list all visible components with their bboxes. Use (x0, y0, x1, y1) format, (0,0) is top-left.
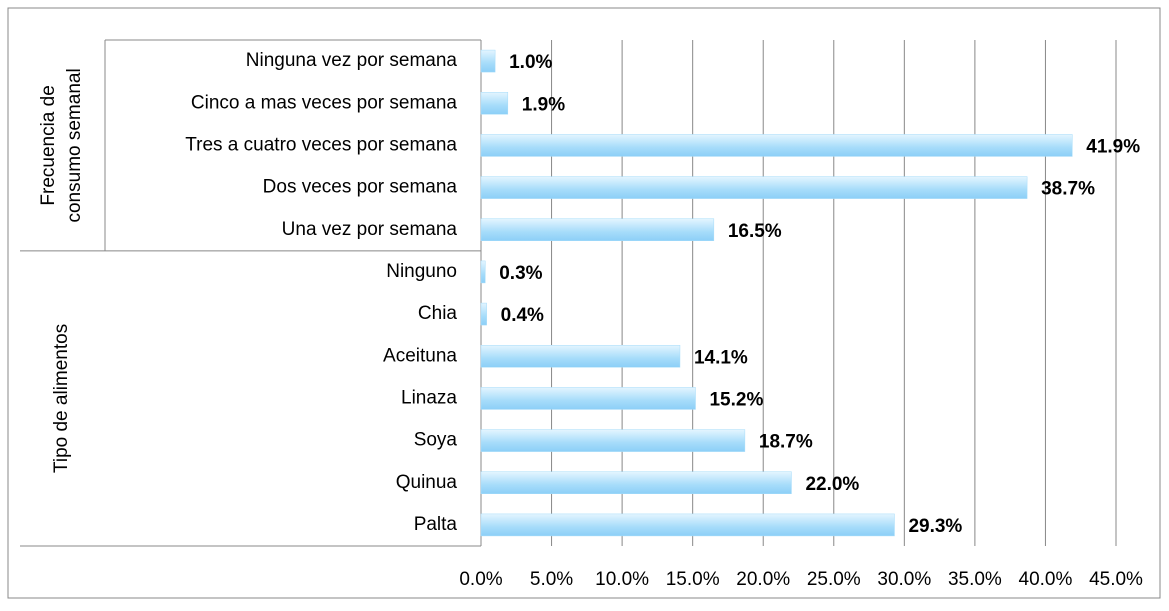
x-tick-label: 35.0% (948, 569, 1002, 590)
value-label: 15.2% (709, 389, 763, 410)
group-label: Frecuencia de (38, 85, 59, 205)
bar (480, 92, 509, 115)
x-tick-label: 30.0% (877, 569, 931, 590)
x-tick-label: 40.0% (1019, 569, 1073, 590)
bar (480, 49, 496, 73)
x-tick-label: 10.0% (595, 569, 649, 590)
bar (480, 345, 681, 368)
y-tick-label: Linaza (401, 387, 457, 408)
y-tick-label: Tres a cuatro veces por semana (185, 134, 457, 155)
bar (480, 513, 895, 537)
y-tick-label: Una vez por semana (282, 219, 458, 240)
value-label: 0.3% (499, 263, 542, 284)
y-tick-label: Cinco a mas veces por semana (191, 92, 458, 113)
y-tick-label: Aceituna (383, 345, 457, 366)
y-tick-label: Soya (414, 430, 458, 451)
y-tick-label: Ninguna vez por semana (246, 50, 458, 71)
value-label: 16.5% (728, 221, 782, 242)
group-label: Tipo de alimentos (51, 324, 72, 473)
group-label: consumo semanal (64, 68, 85, 222)
value-label: 1.0% (509, 52, 552, 73)
x-tick-label: 0.0% (459, 569, 502, 590)
value-label: 22.0% (805, 474, 859, 495)
value-label: 18.7% (759, 432, 813, 453)
x-tick-label: 5.0% (530, 569, 573, 590)
y-tick-label: Palta (414, 514, 458, 535)
x-tick-label: 20.0% (736, 569, 790, 590)
value-label: 0.4% (501, 305, 544, 326)
bar (480, 387, 696, 410)
x-tick-label: 45.0% (1089, 569, 1143, 590)
value-label: 41.9% (1086, 136, 1140, 157)
x-tick-label: 15.0% (666, 569, 720, 590)
bar (480, 302, 487, 326)
bar (480, 260, 486, 284)
y-tick-label: Dos veces por semana (263, 177, 458, 198)
bar (480, 218, 715, 241)
bar (480, 429, 746, 452)
value-label: 29.3% (908, 516, 962, 537)
y-tick-label: Quinua (396, 472, 458, 493)
value-label: 14.1% (694, 347, 748, 368)
y-tick-label: Chia (418, 303, 458, 324)
bar (480, 134, 1073, 157)
value-label: 1.9% (522, 94, 565, 115)
x-tick-label: 25.0% (807, 569, 861, 590)
bar (480, 471, 792, 494)
bar (480, 176, 1028, 199)
chart-border (7, 7, 1161, 599)
y-tick-label: Ninguno (386, 261, 457, 282)
value-label: 38.7% (1041, 179, 1095, 200)
